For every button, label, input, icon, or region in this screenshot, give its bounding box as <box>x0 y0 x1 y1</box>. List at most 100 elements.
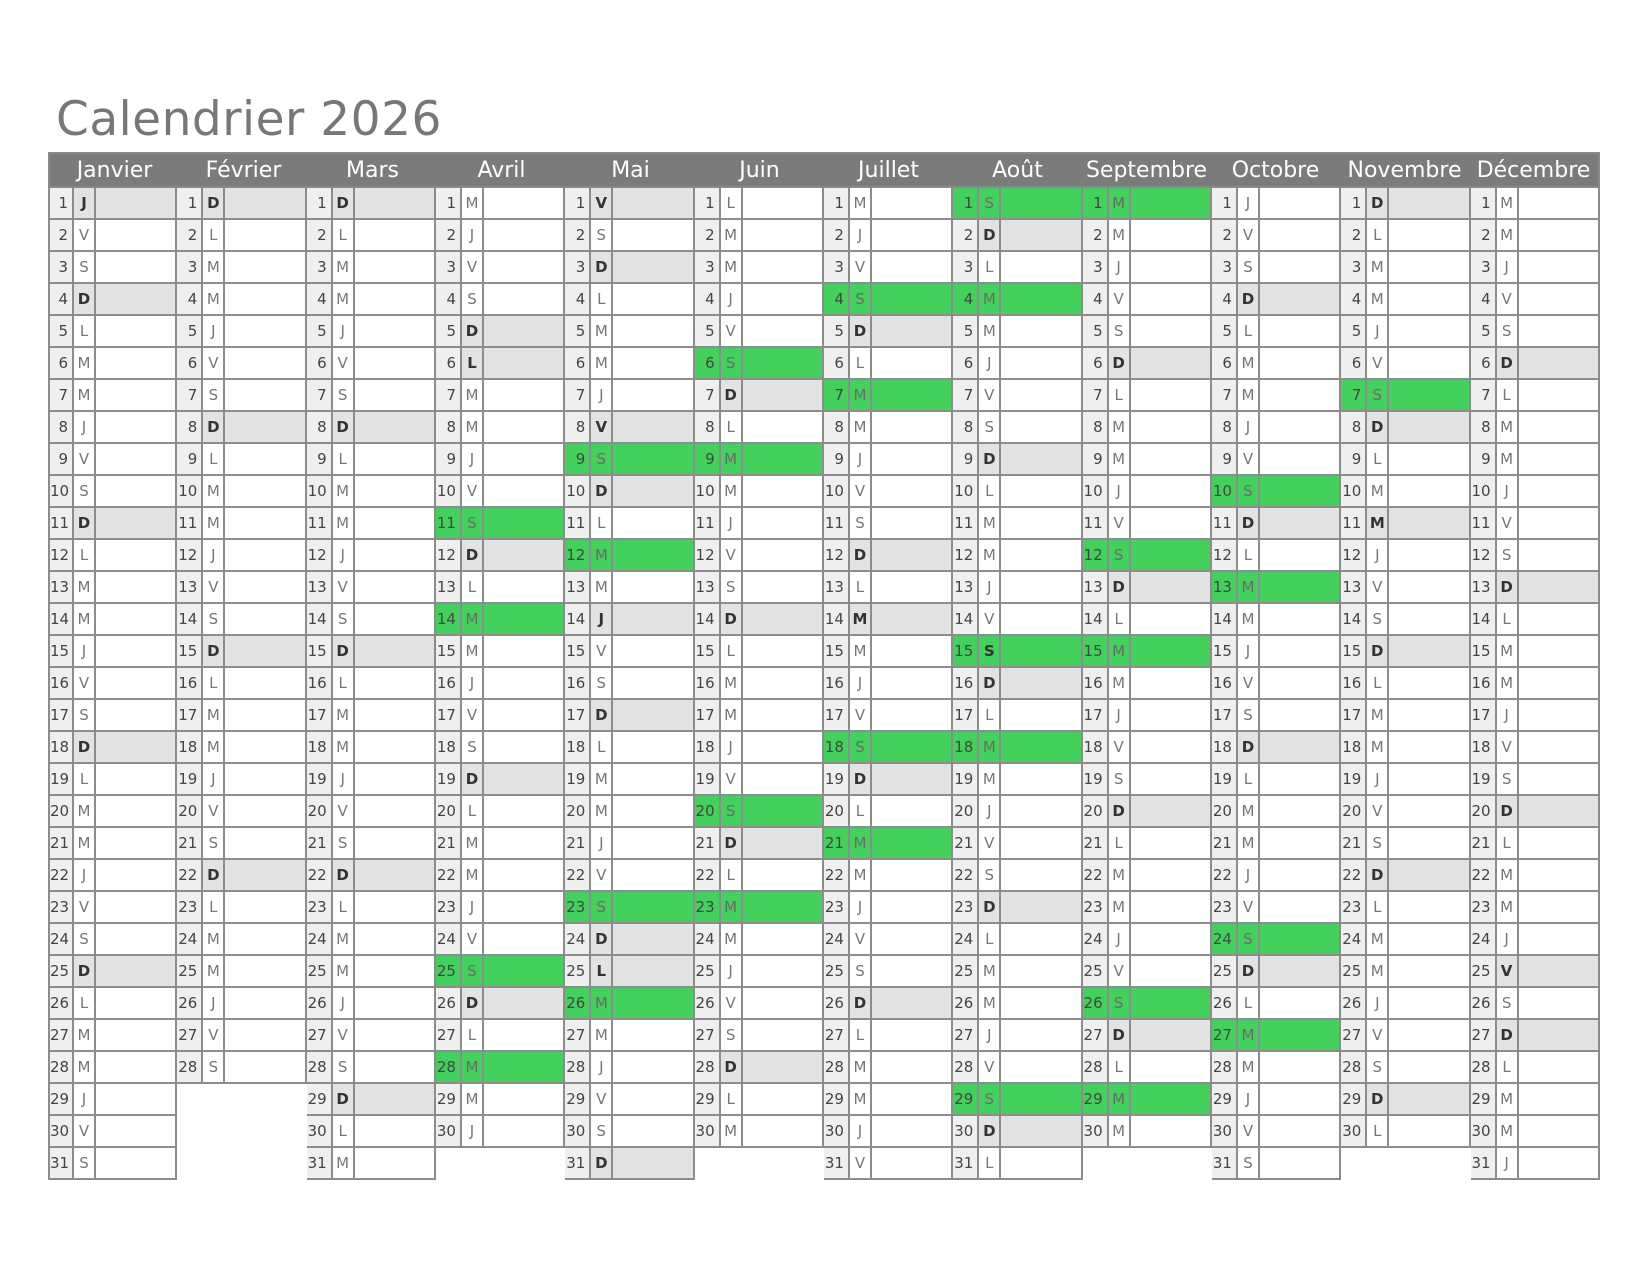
day-number: 15 <box>1211 636 1238 668</box>
day-number: 22 <box>694 860 721 892</box>
day-note-cell <box>1259 316 1342 348</box>
day-note-cell <box>483 732 566 764</box>
day-number: 5 <box>1211 316 1238 348</box>
day-number: 21 <box>1211 828 1238 860</box>
day-note-cell <box>871 380 954 412</box>
day-number: 11 <box>694 508 721 540</box>
weekday-letter: M <box>849 828 872 860</box>
weekday-letter: M <box>720 668 743 700</box>
day-row: 17 M <box>1341 700 1471 732</box>
day-number: 14 <box>953 604 980 636</box>
month-header-band: Janvier Février Mars Avril Mai Juin Juillet Aoû… <box>48 152 1600 188</box>
weekday-letter: M <box>1237 380 1260 412</box>
weekday-letter: V <box>74 1116 96 1148</box>
weekday-letter: J <box>332 764 355 796</box>
day-number: 12 <box>1470 540 1497 572</box>
day-row: 10 V <box>823 476 954 508</box>
weekday-letter: V <box>591 1084 614 1116</box>
day-number: 30 <box>435 1116 462 1148</box>
day-note-cell <box>871 476 954 508</box>
day-number: 29 <box>1470 1084 1497 1116</box>
day-note-cell <box>613 828 695 860</box>
day-note-cell <box>1259 188 1342 220</box>
day-number: 27 <box>694 1020 721 1052</box>
day-number: 7 <box>306 380 333 412</box>
day-row: 28 M <box>435 1052 566 1084</box>
day-row: 12 D <box>435 540 566 572</box>
day-row: 17 M <box>306 700 436 732</box>
day-number: 22 <box>1082 860 1109 892</box>
day-note-cell <box>742 284 824 316</box>
weekday-letter: M <box>461 1084 484 1116</box>
day-row: 11 D <box>1211 508 1342 540</box>
weekday-letter: J <box>849 668 872 700</box>
day-number: 11 <box>48 508 74 540</box>
day-number: 6 <box>306 348 333 380</box>
day-number: 13 <box>1211 572 1238 604</box>
day-note-cell <box>1518 892 1600 924</box>
month-name: Avril <box>477 158 526 183</box>
day-row: 17 J <box>1470 700 1600 732</box>
day-number: 2 <box>823 220 850 252</box>
day-row: 21 L <box>1470 828 1600 860</box>
day-note-cell <box>225 892 307 924</box>
day-row: 21 S <box>306 828 436 860</box>
weekday-letter: J <box>1108 252 1131 284</box>
day-number: 22 <box>953 860 980 892</box>
day-number: 18 <box>48 732 74 764</box>
weekday-letter: L <box>74 540 96 572</box>
day-note-cell <box>1518 1084 1600 1116</box>
day-row: 13 M <box>565 572 695 604</box>
day-number: 29 <box>435 1084 462 1116</box>
weekday-letter: M <box>591 572 614 604</box>
weekday-letter: L <box>979 700 1002 732</box>
day-row: 28 M <box>48 1052 178 1084</box>
weekday-letter: V <box>849 700 872 732</box>
day-number: 27 <box>177 1020 204 1052</box>
day-row: 24 D <box>565 924 695 956</box>
day-note-cell <box>613 924 695 956</box>
day-note-cell <box>1001 188 1083 220</box>
day-row: 23 M <box>1082 892 1212 924</box>
day-note-cell <box>354 636 436 668</box>
day-note-cell <box>354 1020 436 1052</box>
day-note-cell <box>1389 668 1471 700</box>
day-row: 13 J <box>953 572 1083 604</box>
day-row: 13 D <box>1082 572 1212 604</box>
weekday-letter: L <box>1496 1052 1519 1084</box>
day-note-cell <box>225 444 307 476</box>
day-note-cell <box>1389 892 1471 924</box>
day-note-cell <box>1001 700 1083 732</box>
weekday-letter: M <box>720 892 743 924</box>
day-note-cell <box>742 1084 824 1116</box>
weekday-letter: M <box>74 604 96 636</box>
day-number: 25 <box>1082 956 1109 988</box>
day-note-cell <box>96 540 178 572</box>
day-note-cell <box>871 892 954 924</box>
day-note-cell <box>613 540 695 572</box>
day-row: 27 L <box>823 1020 954 1052</box>
day-row: 10 D <box>565 476 695 508</box>
day-number: 3 <box>306 252 333 284</box>
weekday-letter: J <box>1108 924 1131 956</box>
day-note-cell <box>1259 924 1342 956</box>
day-row: 19 S <box>1082 764 1212 796</box>
day-note-cell <box>483 1052 566 1084</box>
day-row: 14 S <box>1341 604 1471 636</box>
weekday-letter: S <box>74 252 96 284</box>
day-number: 11 <box>435 508 462 540</box>
weekday-letter: D <box>1367 412 1390 444</box>
weekday-letter: S <box>849 284 872 316</box>
day-row: 13 V <box>177 572 307 604</box>
day-number: 5 <box>953 316 980 348</box>
weekday-letter: S <box>1367 1052 1390 1084</box>
day-number: 27 <box>1082 1020 1109 1052</box>
day-note-cell <box>483 220 566 252</box>
day-note-cell <box>225 348 307 380</box>
day-row: 29 M <box>1082 1084 1212 1116</box>
